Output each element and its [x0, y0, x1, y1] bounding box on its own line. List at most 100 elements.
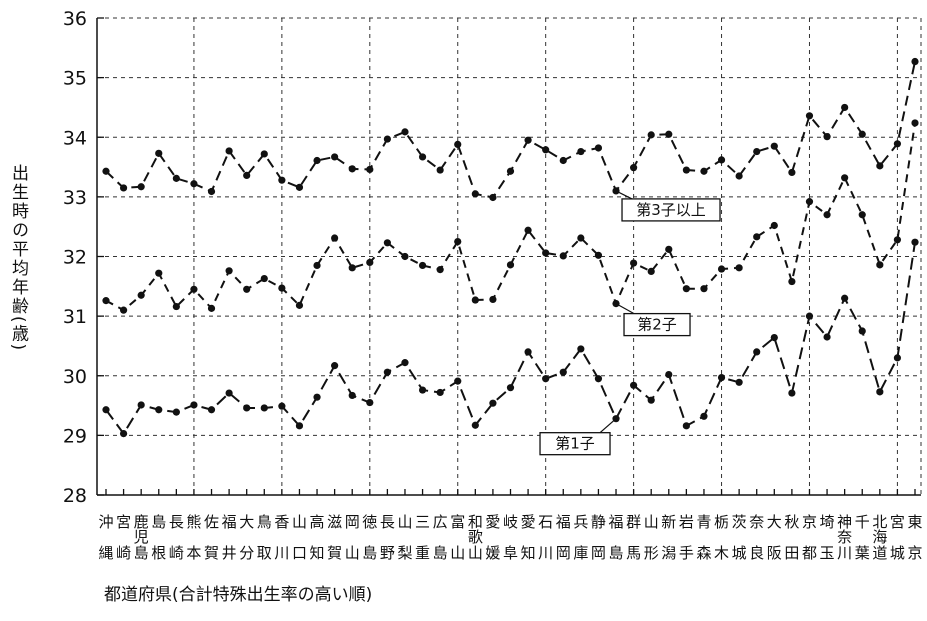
y-tick-label: 34: [63, 127, 87, 149]
x-tick-label-top: 岩: [679, 513, 694, 531]
data-point: [630, 164, 638, 172]
x-tick-label-bottom: 島: [134, 544, 149, 562]
x-tick-label-top: 岡: [345, 513, 360, 531]
x-tick-label-bottom: 形: [644, 544, 659, 562]
data-point: [278, 402, 286, 410]
data-point: [471, 190, 479, 198]
data-point: [102, 406, 110, 414]
data-point: [630, 381, 638, 389]
data-point: [278, 284, 286, 292]
data-point: [788, 389, 796, 397]
data-point: [805, 112, 814, 120]
x-tick-label-bottom: 阜: [503, 544, 518, 562]
x-tick-label-bottom: 根: [151, 544, 166, 562]
x-tick-label-top: 三: [415, 513, 430, 531]
data-point: [506, 167, 515, 175]
data-point: [823, 211, 831, 219]
data-point: [418, 386, 427, 394]
x-tick-label-top: 福: [556, 513, 571, 531]
data-point: [665, 245, 673, 253]
x-tick-label-bottom: 田: [784, 544, 799, 562]
x-tick-label-bottom: 玉: [820, 544, 835, 562]
data-point: [770, 142, 778, 150]
data-point: [260, 404, 268, 412]
data-point: [401, 128, 409, 136]
data-point: [594, 144, 603, 152]
y-tick-labels: 28 29 30 31 32 33 34 35 36: [63, 8, 87, 507]
data-point: [594, 375, 603, 383]
data-point: [841, 174, 849, 182]
x-tick-label-bottom: 島: [609, 544, 624, 562]
y-tick-label: 36: [63, 8, 87, 30]
data-point: [225, 267, 233, 275]
data-point: [858, 327, 866, 335]
data-point: [911, 119, 919, 127]
data-point: [577, 345, 585, 353]
data-point: [524, 136, 532, 144]
x-tick-label-top: 島: [151, 513, 166, 531]
x-tick-label-bottom: 川: [274, 544, 289, 562]
data-point: [717, 156, 726, 164]
series-layer: [102, 57, 919, 438]
data-point: [893, 236, 902, 244]
data-point: [225, 147, 233, 155]
x-tick-label-bottom: 城: [890, 544, 905, 562]
data-point: [366, 165, 374, 174]
x-tick-label-top: 宮: [890, 513, 905, 531]
x-axis-title: 都道府県(合計特殊出生率の高い順): [104, 585, 372, 605]
x-tick-label-bottom: 賀: [204, 544, 219, 562]
x-tick-label-top: 宮: [116, 513, 131, 531]
data-point: [383, 135, 391, 143]
x-tick-label-top: 愛: [485, 513, 500, 531]
data-point: [313, 393, 321, 401]
data-point: [295, 183, 304, 191]
x-tick-label-bottom: 口: [292, 544, 307, 562]
x-tick-label-bottom: 岡: [556, 544, 571, 562]
x-tick-label-mid: 海: [872, 528, 887, 546]
x-tick-label-bottom: 木: [714, 544, 729, 562]
x-tick-label-bottom: 都: [802, 544, 817, 562]
data-point: [102, 297, 110, 305]
x-tick-label-top: 岐: [503, 513, 518, 531]
x-tick-label-top: 青: [696, 513, 711, 531]
x-tick-label-mid: 児: [134, 528, 149, 546]
data-point: [542, 249, 550, 257]
data-point: [401, 359, 409, 367]
data-point: [858, 130, 866, 138]
data-point: [524, 348, 532, 356]
data-point: [489, 193, 497, 202]
data-point: [841, 103, 849, 112]
x-tick-label-bottom: 京: [907, 544, 922, 562]
y-axis-title: 出生時の平均年齢(歳): [8, 164, 29, 352]
data-point: [190, 180, 198, 188]
series-line-1: [105, 61, 916, 199]
data-point: [348, 391, 356, 400]
x-tick-label-top: 鳥: [257, 513, 272, 531]
y-tick-label: 33: [63, 187, 87, 209]
x-tick-label-bottom: 手: [679, 544, 694, 562]
data-point: [788, 168, 796, 177]
data-point: [559, 156, 567, 165]
data-point: [331, 234, 339, 242]
data-point: [665, 370, 673, 379]
data-point: [542, 375, 550, 383]
x-tick-label-bottom: 知: [521, 544, 536, 562]
x-tick-label-bottom: 崎: [116, 544, 131, 562]
x-tick-label-top: 高: [310, 513, 325, 531]
x-tick-label-bottom: 良: [749, 544, 764, 562]
x-tick-label-top: 栃: [714, 513, 729, 531]
data-point: [647, 267, 655, 276]
x-tick-label-mid: 歌: [468, 528, 483, 546]
x-tick-label-bottom: 取: [257, 544, 272, 562]
x-tick-label-bottom: 道: [872, 544, 887, 562]
x-tick-label-top: 福: [222, 513, 237, 531]
x-tick-label-bottom: 知: [310, 544, 325, 562]
x-tick-label-bottom: 山: [450, 544, 465, 562]
grid-layer: [97, 17, 922, 495]
x-tick-label-bottom: 縄: [98, 544, 113, 562]
data-point: [243, 171, 251, 180]
data-point: [788, 277, 796, 286]
x-tick-label-top: 兵: [573, 513, 588, 531]
